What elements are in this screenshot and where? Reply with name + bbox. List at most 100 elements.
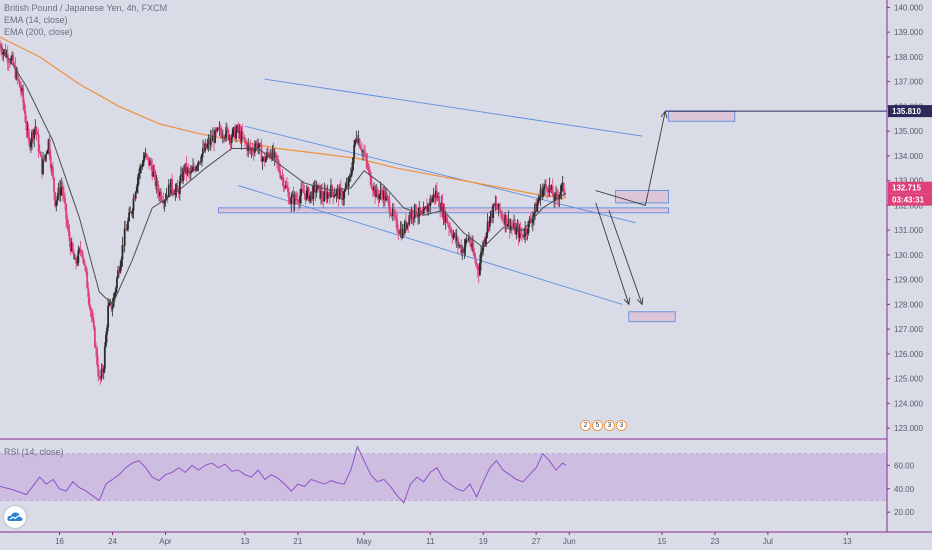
candle-body <box>75 258 78 264</box>
candle-body <box>250 148 253 151</box>
event-4[interactable]: 3 <box>616 420 627 431</box>
candle-body <box>45 153 48 155</box>
candle-body <box>87 288 90 298</box>
candle-body <box>455 237 458 241</box>
candle-body <box>525 227 528 234</box>
projection-arrows[interactable] <box>595 110 668 306</box>
candle-body <box>375 189 378 198</box>
candle-body <box>199 161 202 163</box>
candle-body <box>144 153 147 156</box>
candle-body <box>2 51 5 55</box>
candle-body <box>380 190 383 194</box>
candle-body <box>71 243 74 253</box>
candle-body <box>256 143 258 148</box>
candle-body <box>184 163 187 172</box>
candle-body <box>73 252 75 260</box>
candle-body <box>12 55 15 65</box>
candle-body <box>544 184 546 188</box>
main-legend: British Pound / Japanese Yen, 4h, FXCM E… <box>4 2 167 38</box>
candle-body <box>390 215 393 216</box>
candle-body <box>334 195 337 197</box>
candle-body <box>505 215 508 227</box>
candle-body <box>293 194 296 205</box>
candle-body <box>410 211 413 218</box>
candle-body <box>193 166 196 169</box>
candle-body <box>95 347 97 349</box>
candle-body <box>322 198 325 202</box>
candle-body <box>263 157 266 163</box>
candle-body <box>248 144 251 147</box>
candle-body <box>133 198 136 200</box>
candle-body <box>499 211 502 214</box>
rsi-legend-title[interactable]: RSI (14, close) <box>4 447 64 457</box>
candle-body <box>377 195 380 199</box>
channel-lines[interactable] <box>238 78 643 305</box>
candle-body <box>524 227 527 237</box>
candle-body <box>328 193 331 198</box>
candle-body <box>400 228 403 238</box>
candle-body <box>491 211 493 219</box>
candle-body <box>356 137 359 144</box>
candle-body <box>292 194 295 205</box>
event-3[interactable]: 3 <box>604 420 615 431</box>
candle-body <box>260 145 263 162</box>
candle-body <box>309 195 311 201</box>
ema-fast-legend[interactable]: EMA (14, close) <box>4 15 68 25</box>
symbol-title[interactable]: British Pound / Japanese Yen, 4h, FXCM <box>4 3 168 13</box>
candle-body <box>477 270 480 275</box>
candle-body <box>192 166 194 171</box>
candle-body <box>401 228 404 238</box>
tradingview-logo[interactable] <box>4 506 26 528</box>
candle-body <box>483 241 486 244</box>
candle-body <box>431 198 434 203</box>
arrow-head <box>623 297 631 306</box>
cloud-icon <box>7 512 23 521</box>
candle-body <box>70 243 73 252</box>
candle-body <box>317 184 320 186</box>
candle-body <box>76 262 79 264</box>
candle-body <box>225 127 228 138</box>
event-1[interactable]: 2 <box>580 420 591 431</box>
candle-body <box>49 156 52 168</box>
candle-body <box>285 185 288 189</box>
candle-body <box>509 225 512 231</box>
candle-body <box>470 243 472 248</box>
candle-body <box>391 208 394 216</box>
candle-body <box>54 192 57 207</box>
candle-body <box>421 212 424 215</box>
candle-body <box>50 167 53 169</box>
candle-body <box>259 143 262 146</box>
x-tick-label: 13 <box>240 537 249 546</box>
ema-slow-legend[interactable]: EMA (200, close) <box>4 27 73 37</box>
candle-body <box>535 204 538 212</box>
candle-body <box>487 221 490 227</box>
candle-body <box>409 215 412 218</box>
candle-body <box>123 228 126 246</box>
candle-body <box>432 194 435 199</box>
candle-body <box>385 195 388 201</box>
candle-body <box>264 157 267 163</box>
candle-body <box>504 215 507 225</box>
candle-body <box>129 211 132 213</box>
candle-body <box>464 239 467 247</box>
candle-body <box>107 305 110 328</box>
candle-body <box>460 245 463 254</box>
candle-body <box>304 193 307 200</box>
candle-body <box>84 264 86 267</box>
candle-body <box>16 70 19 79</box>
candle-body <box>238 130 241 133</box>
candle-body <box>550 186 553 190</box>
candle-body <box>226 127 229 131</box>
event-2[interactable]: 5 <box>592 420 603 431</box>
candle-body <box>349 174 352 178</box>
candle-body <box>85 266 87 272</box>
candle-body <box>422 208 425 215</box>
candle-body <box>110 301 113 310</box>
candle-body <box>82 258 85 265</box>
candle-body <box>224 137 226 138</box>
candle-body <box>305 190 308 200</box>
candle-body <box>206 144 209 148</box>
candle-body <box>221 136 224 138</box>
